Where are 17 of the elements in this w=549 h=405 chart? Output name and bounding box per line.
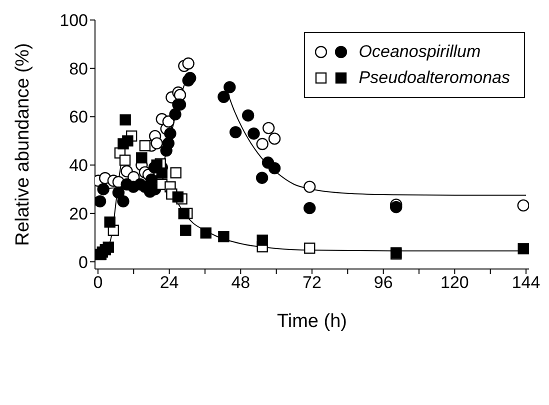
- legend-label: Oceanospirillum: [358, 42, 481, 62]
- y-tick-label: 100: [60, 11, 88, 30]
- y-tick-label: 20: [69, 204, 88, 224]
- y-tick-label: 60: [69, 108, 88, 127]
- y-tick-label: 0: [78, 252, 88, 272]
- x-tick-label: 0: [93, 273, 103, 292]
- x-tick-label: 48: [231, 273, 250, 292]
- x-tick-label: 120: [440, 273, 469, 292]
- x-tick-label: 72: [302, 273, 322, 292]
- x-tick-label: 96: [374, 273, 393, 292]
- x-axis-title: Time (h): [276, 311, 348, 332]
- legend-label: Pseudoalteromonas: [358, 68, 510, 88]
- x-tick-label: 144: [512, 273, 540, 292]
- x-tick-label: 24: [160, 273, 179, 292]
- y-tick-label: 80: [69, 59, 88, 78]
- y-tick-label: 40: [69, 156, 88, 176]
- y-axis-title: Relative abundance (%): [12, 43, 34, 246]
